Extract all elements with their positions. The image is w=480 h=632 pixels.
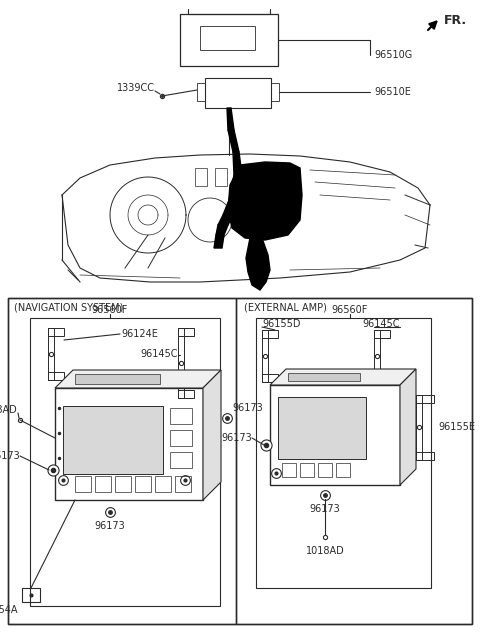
- Bar: [75, 476, 91, 492]
- Bar: [416, 452, 434, 460]
- Bar: [55, 388, 203, 500]
- Bar: [236, 298, 472, 624]
- Bar: [135, 476, 151, 492]
- Bar: [374, 374, 390, 382]
- Text: 96155D: 96155D: [262, 319, 300, 329]
- Polygon shape: [55, 370, 221, 388]
- Text: 96145C: 96145C: [140, 349, 178, 359]
- Bar: [262, 374, 278, 382]
- Bar: [288, 373, 360, 381]
- Bar: [300, 463, 314, 477]
- Text: 96173: 96173: [232, 403, 263, 413]
- Polygon shape: [216, 225, 228, 235]
- Bar: [48, 328, 54, 380]
- Bar: [262, 330, 268, 382]
- Bar: [262, 330, 278, 338]
- Polygon shape: [270, 369, 416, 385]
- Bar: [205, 78, 271, 108]
- Bar: [175, 476, 191, 492]
- Text: 96155E: 96155E: [438, 422, 475, 432]
- Bar: [30, 318, 220, 606]
- Text: 96145C: 96145C: [362, 319, 399, 329]
- Text: 1339CC: 1339CC: [117, 83, 155, 93]
- Bar: [22, 588, 40, 602]
- Text: 96510E: 96510E: [374, 87, 411, 97]
- Bar: [416, 395, 422, 460]
- Polygon shape: [227, 108, 234, 130]
- Polygon shape: [228, 130, 239, 152]
- Text: 96173: 96173: [95, 521, 125, 531]
- Text: 96554A: 96554A: [0, 605, 18, 615]
- Bar: [48, 372, 64, 380]
- Bar: [195, 168, 207, 186]
- Bar: [336, 463, 350, 477]
- Bar: [170, 452, 192, 468]
- Bar: [178, 390, 194, 398]
- Polygon shape: [214, 235, 224, 248]
- Bar: [416, 395, 434, 403]
- Text: 1018AD: 1018AD: [0, 405, 18, 415]
- Bar: [282, 463, 296, 477]
- Bar: [75, 374, 160, 384]
- Bar: [95, 476, 111, 492]
- Bar: [200, 26, 255, 50]
- Bar: [63, 406, 163, 474]
- Bar: [48, 328, 64, 336]
- Polygon shape: [223, 200, 237, 215]
- Polygon shape: [228, 162, 302, 240]
- Text: 96173: 96173: [310, 504, 340, 514]
- Polygon shape: [229, 175, 242, 200]
- Text: 1018AD: 1018AD: [306, 546, 344, 556]
- Text: 96510G: 96510G: [374, 50, 412, 60]
- Bar: [197, 83, 205, 101]
- Bar: [256, 318, 431, 588]
- Text: (NAVIGATION SYSTEM): (NAVIGATION SYSTEM): [14, 303, 123, 313]
- Bar: [155, 476, 171, 492]
- Text: FR.: FR.: [444, 13, 467, 27]
- Polygon shape: [246, 238, 270, 290]
- Polygon shape: [203, 370, 221, 500]
- Bar: [374, 330, 380, 382]
- Text: 96173: 96173: [221, 433, 252, 443]
- Text: (EXTERNAL AMP): (EXTERNAL AMP): [244, 303, 327, 313]
- Bar: [170, 430, 192, 446]
- Bar: [115, 476, 131, 492]
- Bar: [278, 397, 366, 459]
- Bar: [318, 463, 332, 477]
- Bar: [215, 168, 227, 186]
- Bar: [170, 408, 192, 424]
- Bar: [8, 298, 472, 624]
- Text: 96560F: 96560F: [92, 305, 128, 315]
- Bar: [271, 83, 279, 101]
- Polygon shape: [400, 369, 416, 485]
- Bar: [180, 14, 278, 66]
- Bar: [8, 298, 236, 624]
- Bar: [178, 328, 194, 336]
- Polygon shape: [233, 152, 242, 175]
- Text: 96124E: 96124E: [121, 329, 158, 339]
- Text: 96173: 96173: [0, 451, 20, 461]
- Bar: [178, 328, 184, 398]
- Text: 96560F: 96560F: [332, 305, 368, 315]
- Bar: [270, 385, 400, 485]
- Polygon shape: [218, 215, 233, 225]
- Bar: [374, 330, 390, 338]
